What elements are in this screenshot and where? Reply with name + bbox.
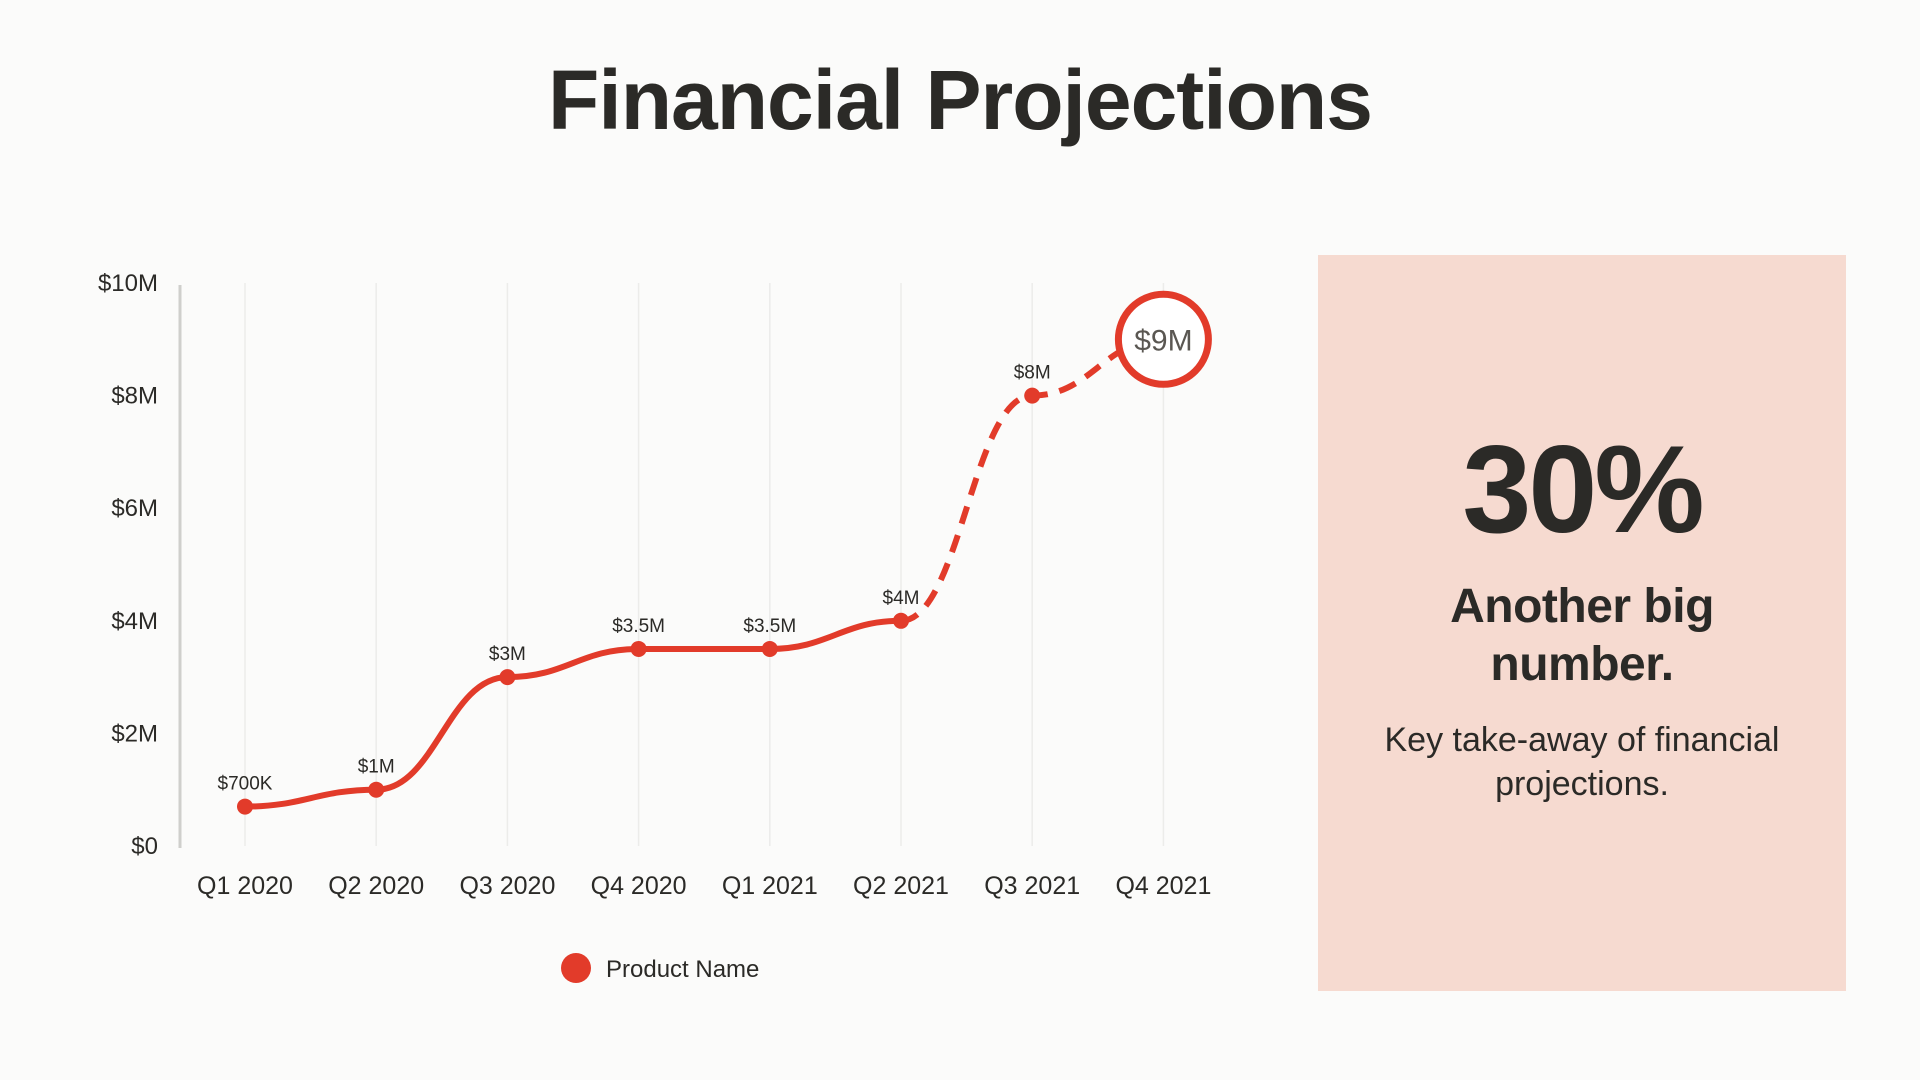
- data-point: [237, 798, 253, 815]
- data-point: [368, 781, 385, 798]
- legend-label: Product Name: [606, 956, 759, 983]
- data-label: $3.5M: [743, 616, 796, 637]
- highlight-label: $9M: [1134, 324, 1192, 357]
- data-point: [499, 669, 516, 686]
- data-point: [893, 612, 909, 629]
- x-tick-label: Q2 2021: [853, 872, 949, 900]
- y-tick-label: $8M: [111, 383, 158, 410]
- legend-swatch: [561, 953, 591, 983]
- chart-series: [242, 336, 1164, 810]
- data-point: [630, 640, 647, 657]
- callout-panel: 30% Another big number. Key take-away of…: [1318, 255, 1846, 991]
- x-tick-label: Q3 2020: [459, 872, 555, 900]
- y-tick-label: $0: [131, 833, 158, 860]
- x-tick-label: Q2 2020: [328, 872, 424, 900]
- data-label: $4M: [883, 588, 920, 609]
- chart-axes: Q1 2020 Q2 2020 Q3 2020 Q4 2020 Q1 2021 Q2 20…: [98, 270, 1211, 900]
- callout-subhead: Another big number.: [1450, 580, 1714, 691]
- series-line-projected: [900, 336, 1164, 624]
- y-tick-label: $4M: [111, 608, 158, 635]
- x-tick-label: Q1 2021: [722, 872, 818, 900]
- highlight-point: [1114, 290, 1212, 388]
- x-tick-label: Q3 2021: [984, 872, 1080, 900]
- data-label: $8M: [1014, 363, 1051, 384]
- y-tick-label: $10M: [98, 270, 158, 297]
- line-chart: Q1 2020 Q2 2020 Q3 2020 Q4 2020 Q1 2021 Q2 20…: [98, 270, 1212, 983]
- y-tick-label: $2M: [111, 720, 158, 747]
- data-label: $1M: [358, 757, 395, 778]
- chart-legend: Product Name: [561, 953, 759, 983]
- data-label: $700K: [218, 774, 273, 795]
- data-label: $3M: [489, 644, 526, 665]
- series-line-actual: [242, 617, 904, 810]
- page-title: Financial Projections: [548, 53, 1373, 147]
- data-point: [1024, 387, 1041, 404]
- x-tick-label: Q4 2021: [1115, 872, 1211, 900]
- x-tick-label: Q4 2020: [591, 872, 687, 900]
- callout-description: Key take-away of financial projections.: [1384, 721, 1780, 803]
- big-number: 30%: [1462, 421, 1704, 559]
- x-tick-label: Q1 2020: [197, 872, 293, 900]
- chart-data-labels: $700K $1M $3M $3.5M $3.5M $4M $8M $9M: [218, 324, 1193, 794]
- data-label: $3.5M: [612, 616, 665, 637]
- y-tick-label: $6M: [111, 495, 158, 522]
- chart-points: [237, 290, 1212, 815]
- data-point: [761, 640, 778, 657]
